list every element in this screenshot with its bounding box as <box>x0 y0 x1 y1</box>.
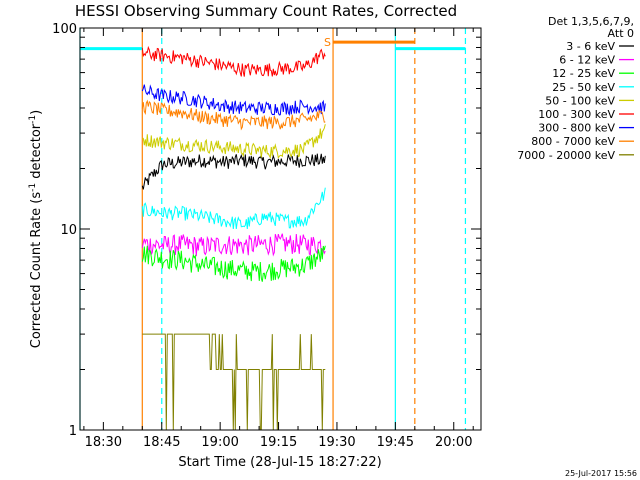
observing-markers: S <box>79 28 467 430</box>
series-line-6 <box>141 84 326 117</box>
series-line-0 <box>141 153 326 190</box>
series-line-1 <box>141 233 326 257</box>
legend-label-3: 25 - 50 keV <box>552 81 615 94</box>
x-tick-label-3: 19:15 <box>260 435 297 450</box>
y-tick-label-0: 1 <box>69 424 77 439</box>
x-axis-label: Start Time (28-Jul-15 18:27:22) <box>178 455 381 470</box>
series-line-4 <box>142 124 326 160</box>
chart-title: HESSI Observing Summary Count Rates, Cor… <box>75 2 457 20</box>
legend-label-5: 100 - 300 keV <box>538 108 615 121</box>
legend-label-6: 300 - 800 keV <box>538 122 615 135</box>
x-tick-label-5: 19:45 <box>377 435 414 450</box>
x-tick-label-0: 18:30 <box>85 435 122 450</box>
x-tick-label-2: 19:00 <box>201 435 238 450</box>
saa-label: S <box>324 36 331 49</box>
legend-header-line-2: Att 0 <box>608 27 634 40</box>
series-line-7 <box>141 99 326 131</box>
legend-label-2: 12 - 25 keV <box>552 67 615 80</box>
legend-label-7: 800 - 7000 keV <box>531 135 615 148</box>
x-tick-label-6: 20:00 <box>435 435 472 450</box>
series-line-5 <box>141 45 326 77</box>
series-line-8 <box>142 333 326 431</box>
legend-label-0: 3 - 6 keV <box>566 40 615 53</box>
legend-header-line-1: Det 1,3,5,6,7,9, <box>548 15 634 28</box>
series-line-3 <box>141 187 326 230</box>
x-tick-label-4: 19:30 <box>318 435 355 450</box>
y-tick-label-1: 10 <box>60 223 77 238</box>
series-layer <box>141 45 326 431</box>
axes: 18:30 18:45 19:00 19:15 19:30 19:45 20:00 1 10 10… <box>52 22 481 450</box>
legend-label-4: 50 - 100 keV <box>545 94 615 107</box>
legend-label-8: 7000 - 20000 keV <box>517 149 615 162</box>
y-tick-label-2: 100 <box>52 22 77 37</box>
generation-timestamp: 25-Jul-2017 15:56 <box>565 469 637 478</box>
legend-label-1: 6 - 12 keV <box>559 54 615 67</box>
x-tick-label-1: 18:45 <box>143 435 180 450</box>
y-axis-label: Corrected Count Rate (s-1 detector-1) <box>28 110 44 348</box>
series-line-2 <box>141 245 326 282</box>
